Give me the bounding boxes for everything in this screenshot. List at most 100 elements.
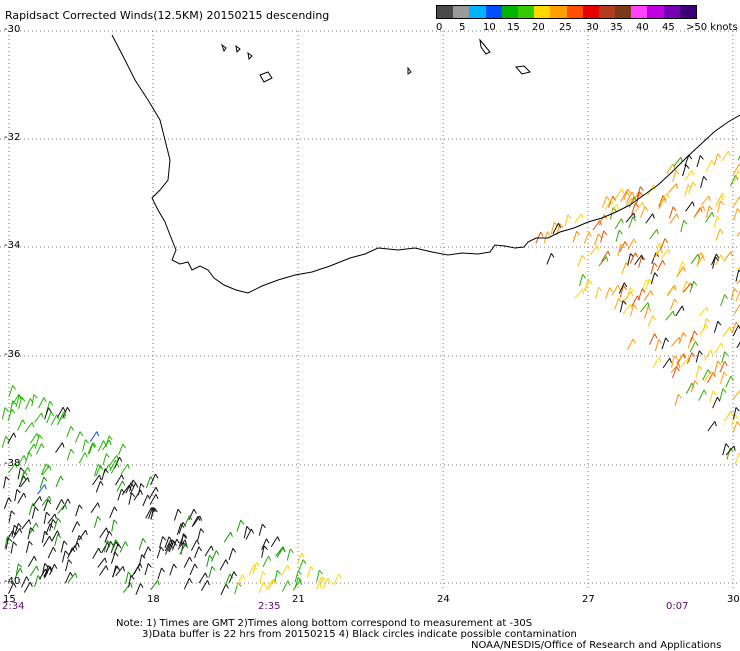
- wind-barb: [617, 243, 625, 256]
- wind-barb: [27, 443, 37, 455]
- wind-barb: [95, 480, 104, 493]
- wind-barb: [639, 206, 649, 218]
- latitude-label: -38: [4, 458, 21, 469]
- wind-barb: [115, 566, 125, 577]
- wind-barb: [150, 579, 160, 591]
- wind-barb: [6, 530, 16, 541]
- wind-barb: [579, 274, 587, 287]
- legend-swatch: [663, 6, 680, 18]
- wind-barb: [236, 574, 246, 586]
- wind-barb: [131, 566, 141, 578]
- wind-barb: [183, 578, 193, 590]
- note-line-3: NOAA/NESDIS/Office of Research and Appli…: [471, 640, 722, 651]
- wind-barb: [60, 540, 68, 553]
- wind-barb: [270, 536, 280, 548]
- wind-barb: [65, 559, 73, 572]
- wind-barb: [208, 566, 216, 579]
- wind-barb: [236, 519, 245, 532]
- wind-barb: [604, 287, 613, 299]
- wind-barb: [644, 306, 652, 319]
- wind-barb: [614, 218, 624, 230]
- wind-barb: [120, 463, 130, 475]
- legend-label: 10: [483, 22, 496, 33]
- legend-swatch: [437, 6, 454, 18]
- wind-barb: [67, 572, 78, 583]
- wind-barb: [651, 252, 660, 264]
- wind-barb: [675, 305, 685, 317]
- wind-barb: [627, 338, 636, 350]
- wind-barb: [690, 380, 699, 393]
- wind-barb: [34, 575, 42, 588]
- wind-barb: [49, 564, 58, 576]
- wind-barb: [197, 528, 205, 541]
- legend-swatch: [566, 6, 583, 18]
- wind-barb: [188, 508, 197, 521]
- wind-barb: [715, 228, 724, 241]
- wind-barb: [53, 517, 62, 530]
- pass-time-label: 0:07: [666, 601, 689, 612]
- longitude-label: 24: [437, 594, 450, 605]
- wind-barb: [656, 259, 666, 272]
- wind-barb: [111, 539, 119, 552]
- wind-barb: [122, 582, 133, 593]
- wind-barb: [149, 486, 159, 498]
- wind-speed-legend-labels: 0 5 10 15 20 25 30 35 40 45 >50 knots: [0, 22, 740, 36]
- wind-barb: [598, 256, 609, 267]
- wind-barb: [688, 181, 697, 194]
- wind-barb: [628, 216, 637, 229]
- wind-barb: [600, 230, 608, 243]
- wind-barb: [634, 202, 645, 213]
- wind-barb: [676, 353, 686, 365]
- wind-barb: [610, 204, 620, 216]
- wind-barb: [298, 559, 307, 571]
- wind-barb: [252, 562, 260, 575]
- legend-swatch: [615, 6, 632, 18]
- longitude-label: 27: [582, 594, 595, 605]
- wind-barb: [92, 547, 102, 559]
- wind-barb: [736, 279, 740, 285]
- wind-barb: [673, 156, 683, 168]
- wind-barb: [137, 483, 145, 496]
- wind-barb: [40, 463, 50, 475]
- wind-barb: [631, 202, 639, 215]
- wind-barb: [27, 527, 35, 540]
- legend-swatch: [647, 6, 664, 18]
- wind-barb: [125, 571, 132, 584]
- wind-barb: [171, 538, 180, 551]
- wind-barb: [667, 285, 677, 297]
- wind-barb: [194, 546, 203, 559]
- wind-barb: [135, 583, 144, 595]
- wind-barb: [665, 310, 676, 321]
- wind-barb: [669, 213, 679, 224]
- wind-barb: [626, 287, 634, 300]
- wind-barb: [713, 320, 722, 333]
- wind-barb: [7, 408, 16, 421]
- wind-barb: [113, 543, 122, 556]
- wind-barb: [627, 253, 635, 266]
- legend-label: 20: [532, 22, 545, 33]
- wind-barb: [650, 262, 658, 275]
- wind-barb: [97, 557, 107, 568]
- wind-barb: [719, 361, 728, 373]
- wind-barb: [671, 336, 681, 347]
- wind-barb: [261, 545, 268, 558]
- wind-barb: [306, 566, 315, 579]
- wind-barb: [624, 197, 634, 209]
- wind-barb: [101, 468, 109, 481]
- wind-barb: [715, 195, 724, 207]
- wind-barb: [90, 502, 101, 513]
- wind-barb: [228, 548, 237, 560]
- wind-barb: [21, 519, 32, 530]
- wind-barb: [38, 568, 48, 580]
- wind-barb: [74, 431, 84, 443]
- wind-barb: [176, 523, 185, 536]
- wind-barb: [704, 349, 713, 361]
- wind-barb: [713, 215, 721, 228]
- wind-barb: [678, 332, 687, 344]
- wind-barb: [670, 363, 681, 374]
- wind-barb: [671, 355, 678, 368]
- wind-barb: [1, 407, 9, 420]
- wind-barb: [322, 578, 331, 590]
- wind-barb: [56, 406, 66, 418]
